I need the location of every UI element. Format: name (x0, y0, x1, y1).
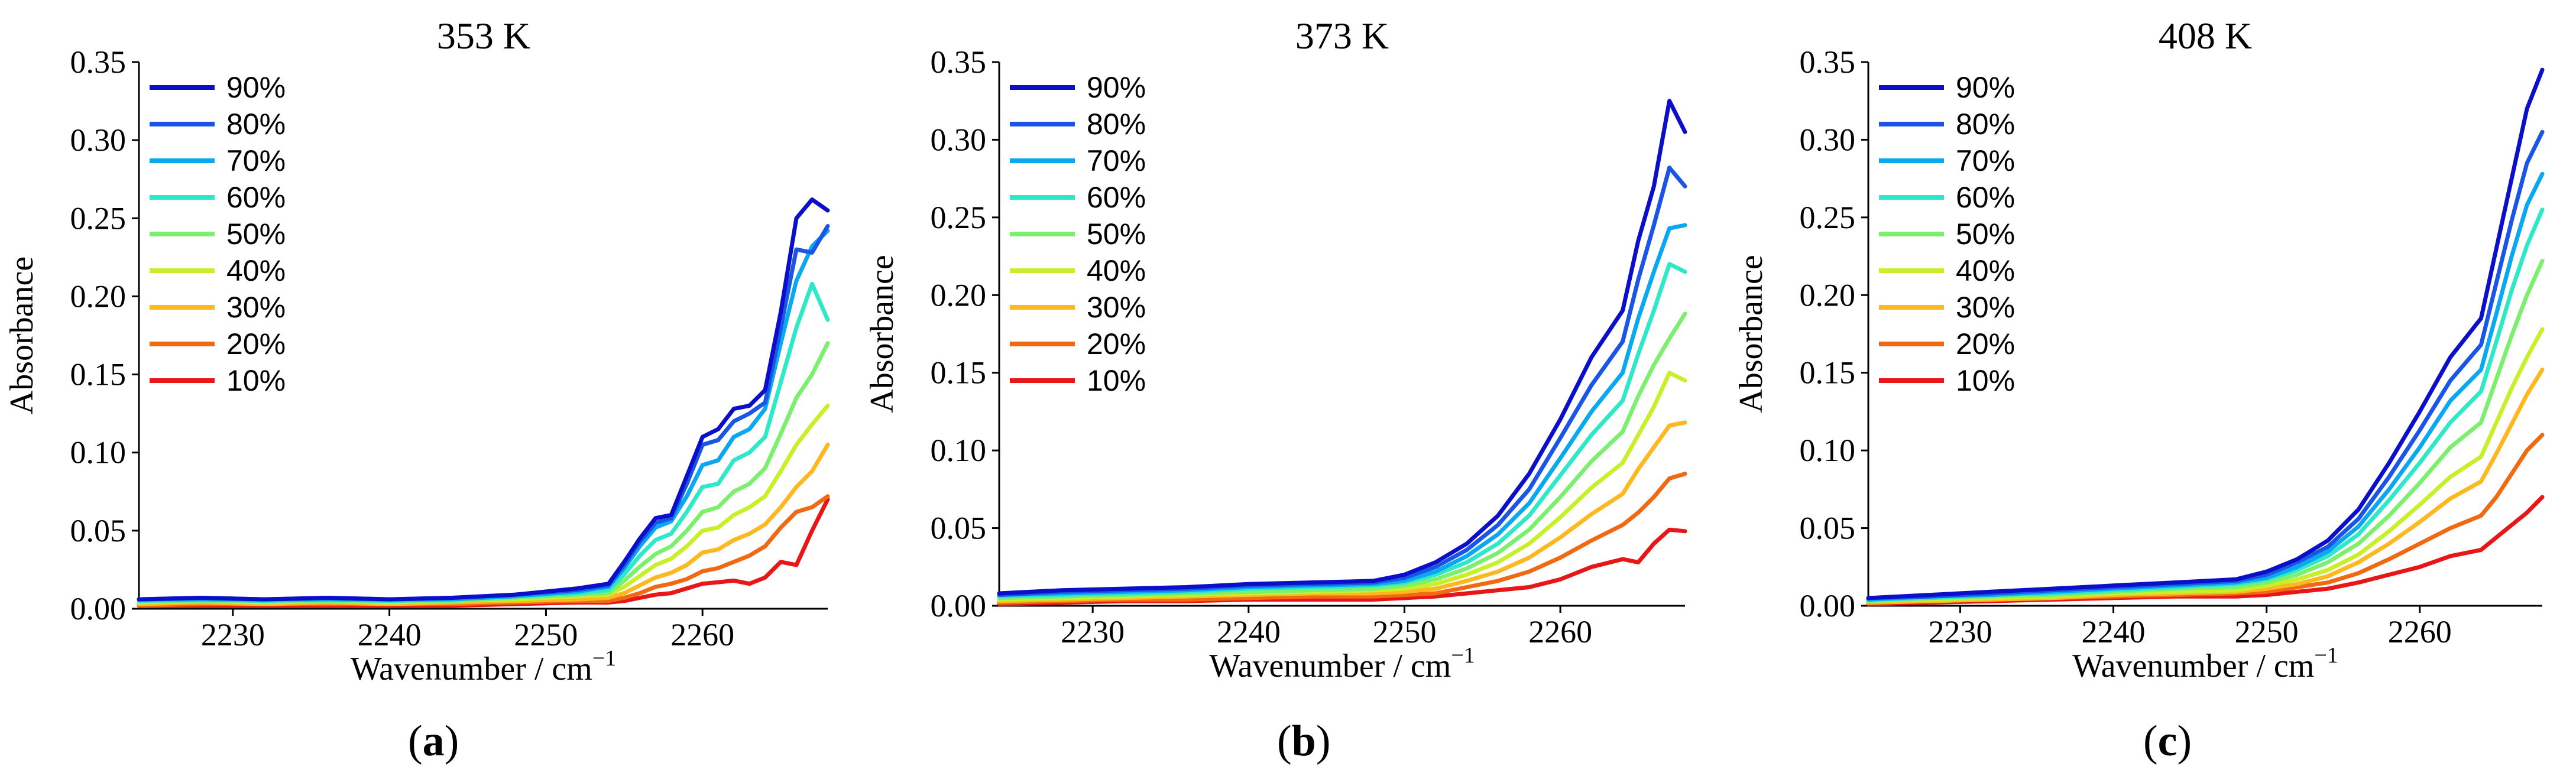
y-tick-label: 0.20 (931, 277, 987, 313)
x-tick-label: 2240 (358, 617, 422, 652)
y-tick-label: 0.05 (931, 511, 987, 546)
caption-close-paren: ) (2178, 717, 2192, 765)
y-tick-label: 0.05 (1800, 511, 1856, 546)
y-tick-label: 0.00 (1800, 588, 1856, 624)
y-tick-label: 0.35 (1800, 44, 1856, 80)
x-axis-label-text: Wavenumber / cm (351, 651, 592, 687)
x-axis-label: Wavenumber / cm−1 (1209, 643, 1475, 684)
y-tick-label: 0.30 (931, 122, 987, 157)
x-axis-label-text: Wavenumber / cm (2072, 648, 2314, 684)
legend-label: 20% (226, 327, 286, 361)
y-tick-label: 0.10 (931, 433, 987, 468)
legend-label: 40% (226, 254, 286, 287)
x-tick-label: 2230 (1061, 614, 1125, 650)
chart-title: 373 K (1295, 15, 1389, 57)
y-tick-label: 0.20 (70, 278, 127, 314)
y-tick-label: 0.10 (70, 435, 127, 470)
y-tick-label: 0.30 (70, 122, 127, 158)
legend-label: 70% (1956, 144, 2015, 177)
x-axis-label-text: Wavenumber / cm (1209, 648, 1451, 684)
legend-label: 40% (1956, 254, 2015, 287)
legend-label: 30% (1956, 291, 2015, 324)
y-tick-label: 0.00 (70, 591, 127, 626)
legend-label: 60% (1087, 181, 1146, 214)
legend-label: 30% (1087, 291, 1146, 324)
legend-label: 40% (1087, 254, 1146, 287)
x-axis-label: Wavenumber / cm−1 (2072, 643, 2338, 684)
x-axis-label: Wavenumber / cm−1 (351, 646, 617, 687)
y-tick-label: 0.25 (1800, 200, 1856, 235)
chart-title: 408 K (2159, 15, 2252, 57)
panel-b: 373 K 0.00 0.05 0.10 0.15 0.20 0.25 0.30 0.35 223… (864, 15, 1687, 765)
y-tick-label: 0.25 (931, 200, 987, 235)
legend-label: 50% (1956, 217, 2015, 251)
x-tick-label: 2240 (1217, 614, 1281, 650)
legend-label: 60% (1956, 181, 2015, 214)
caption-letter: c (2158, 717, 2178, 765)
legend-label: 80% (1087, 108, 1146, 141)
legend-label: 30% (226, 291, 286, 324)
y-tick-label: 0.10 (1800, 433, 1856, 468)
y-tick-label: 0.00 (931, 588, 987, 624)
legend-label: 10% (1956, 364, 2015, 397)
legend-label: 90% (226, 71, 286, 104)
x-tick-label: 2230 (201, 617, 265, 652)
legend-label: 80% (1956, 108, 2015, 141)
x-tick-label: 2250 (2235, 614, 2299, 650)
y-axis-label: Absorbance (4, 256, 40, 414)
caption-open-paren: ( (2143, 717, 2158, 765)
y-tick-label: 0.35 (70, 44, 127, 80)
y-tick-label: 0.20 (1800, 277, 1856, 313)
y-axis-label: Absorbance (1733, 255, 1770, 413)
legend-label: 50% (1087, 217, 1146, 251)
legend-label: 10% (1087, 364, 1146, 397)
panel-c: 408 K 0.00 0.05 0.10 0.15 0.20 0.25 0.30 0.35 223… (1733, 15, 2545, 765)
chart-title: 353 K (437, 15, 530, 57)
legend-label: 20% (1087, 327, 1146, 361)
x-axis-label-superscript: −1 (592, 646, 616, 671)
y-tick-label: 0.35 (931, 44, 987, 80)
x-tick-label: 2260 (670, 617, 734, 652)
series-line-90pct (1866, 67, 2545, 600)
y-tick-label: 0.15 (1800, 355, 1856, 391)
y-tick-label: 0.30 (1800, 122, 1856, 157)
x-tick-label: 2240 (2082, 614, 2146, 650)
y-tick-label: 0.05 (70, 513, 127, 548)
series-line-20pct (997, 472, 1687, 605)
panel-caption: (c) (2143, 717, 2192, 765)
legend-label: 70% (1087, 144, 1146, 177)
legend-label: 80% (226, 108, 286, 141)
caption-close-paren: ) (445, 717, 459, 765)
x-tick-label: 2230 (1928, 614, 1992, 650)
caption-close-paren: ) (1316, 717, 1331, 765)
caption-open-paren: ( (408, 717, 423, 765)
y-axis-label: Absorbance (864, 255, 900, 413)
panel-caption: (a) (408, 717, 459, 765)
caption-open-paren: ( (1277, 717, 1292, 765)
x-tick-label: 2250 (514, 617, 578, 652)
legend-label: 90% (1956, 71, 2015, 104)
x-axis-label-superscript: −1 (2314, 643, 2338, 668)
legend-label: 70% (226, 144, 286, 177)
panel-caption: (b) (1277, 717, 1330, 765)
legend-label: 10% (226, 364, 286, 397)
y-tick-label: 0.15 (70, 357, 127, 392)
x-tick-label: 2260 (1528, 614, 1592, 650)
legend-label: 90% (1087, 71, 1146, 104)
y-tick-label: 0.15 (931, 355, 987, 391)
series-line-90pct (137, 197, 830, 602)
x-tick-label: 2250 (1372, 614, 1436, 650)
series-line-90pct (997, 99, 1687, 596)
panel-a: 353 K 0.00 0.05 0.10 0.15 0.20 0.25 0.30 0.35 223… (4, 15, 830, 765)
caption-letter: a (423, 717, 445, 765)
y-tick-label: 0.25 (70, 200, 127, 236)
legend-label: 60% (226, 181, 286, 214)
legend-label: 50% (226, 217, 286, 251)
caption-letter: b (1292, 717, 1316, 765)
x-tick-label: 2260 (2388, 614, 2452, 650)
x-axis-label-superscript: −1 (1451, 643, 1475, 668)
legend-label: 20% (1956, 327, 2015, 361)
